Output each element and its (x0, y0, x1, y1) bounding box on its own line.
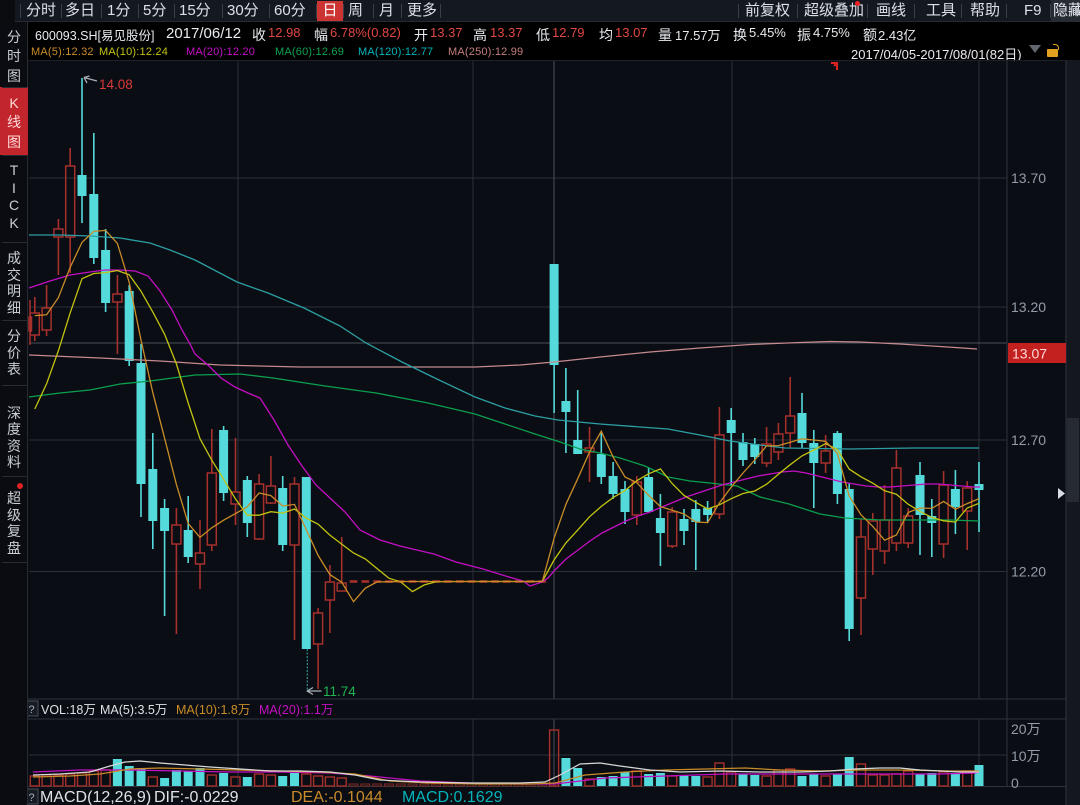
svg-text:MA(20):1.1万: MA(20):1.1万 (259, 703, 333, 717)
svg-text:DIF:-0.0229: DIF:-0.0229 (154, 789, 239, 805)
svg-text:MA(10):1.8万: MA(10):1.8万 (176, 703, 250, 717)
svg-text:?: ? (29, 704, 35, 716)
svg-text:10万: 10万 (1011, 748, 1041, 764)
svg-text:13.70: 13.70 (1011, 170, 1046, 186)
svg-text:11.74: 11.74 (323, 684, 356, 699)
svg-text:VOL:18万: VOL:18万 (41, 703, 96, 717)
svg-text:12.70: 12.70 (1011, 432, 1046, 448)
svg-text:13.07: 13.07 (1012, 346, 1047, 362)
svg-text:DEA:-0.1044: DEA:-0.1044 (291, 789, 383, 805)
svg-text:13.20: 13.20 (1011, 299, 1046, 315)
svg-text:?: ? (29, 792, 35, 804)
svg-text:12.20: 12.20 (1011, 564, 1046, 580)
svg-text:20万: 20万 (1011, 721, 1041, 737)
svg-text:MACD(12,26,9): MACD(12,26,9) (40, 789, 151, 805)
svg-text:MA(5):3.5万: MA(5):3.5万 (100, 703, 167, 717)
svg-text:MACD:0.1629: MACD:0.1629 (402, 789, 503, 805)
svg-text:0: 0 (1011, 775, 1019, 791)
svg-text:14.08: 14.08 (99, 77, 133, 92)
